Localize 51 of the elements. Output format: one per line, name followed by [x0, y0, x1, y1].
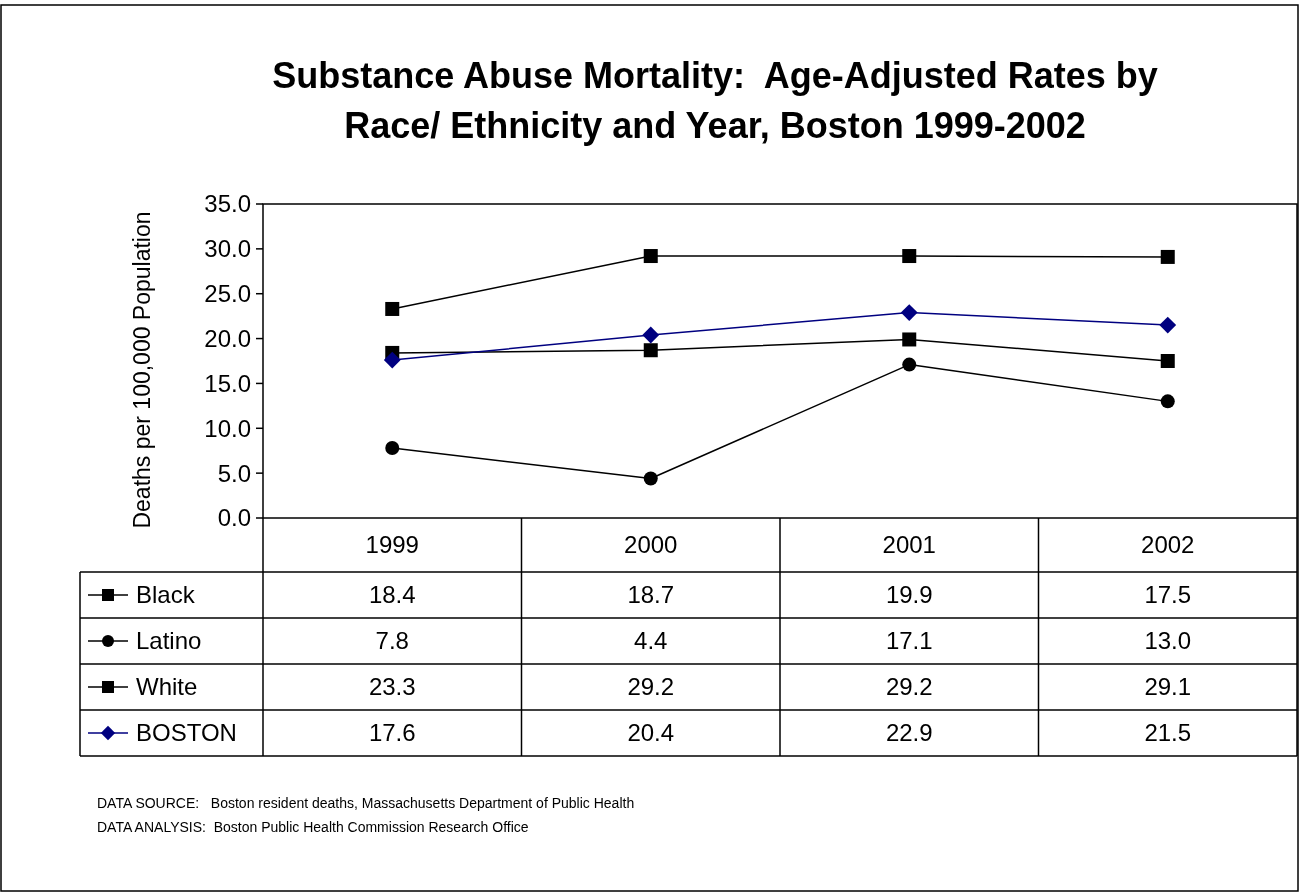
- data-label: 22.9: [885, 719, 933, 747]
- point: [900, 304, 918, 321]
- point: [385, 301, 400, 316]
- point: [643, 249, 658, 264]
- x-tick-label: 2000: [624, 531, 678, 559]
- source-note: DATA SOURCE: Boston resident deaths, Massachusetts Department of Public Health: [97, 795, 635, 811]
- legend-label: Black: [136, 581, 196, 609]
- point: [902, 332, 917, 347]
- point: [902, 357, 917, 372]
- data-label: 7.8: [375, 627, 409, 655]
- legend-label: Latino: [136, 627, 202, 655]
- data-label: 17.5: [1144, 581, 1192, 609]
- point: [383, 351, 401, 369]
- data-label: 21.5: [1144, 719, 1192, 747]
- y-tick-label: 10.0: [204, 414, 251, 442]
- point: [385, 441, 400, 456]
- y-tick-label: 20.0: [204, 324, 251, 352]
- data-label: 17.1: [885, 627, 933, 655]
- point: [643, 343, 658, 358]
- x-tick-label: 2002: [1141, 531, 1195, 559]
- point: [1160, 354, 1175, 368]
- text: DATA ANALYSIS: Boston Public Health Commission Research Office: [97, 819, 529, 835]
- data-label: 18.7: [627, 581, 675, 609]
- x-tick-label: 1999: [365, 531, 419, 559]
- point: [1159, 316, 1177, 334]
- point: [642, 326, 660, 344]
- data-label: 13.0: [1144, 627, 1192, 655]
- data-label: 20.4: [627, 719, 675, 747]
- data-label: 18.4: [368, 581, 416, 609]
- data-label: 29.2: [885, 673, 933, 701]
- x-tick-label: 2001: [882, 531, 936, 559]
- point: [643, 471, 658, 486]
- data-label: 23.3: [368, 673, 416, 701]
- legend-label: White: [136, 673, 198, 701]
- chart-title: Substance Abuse Mortality: Age-Adjusted Rates by Race/ Ethnicity and Year, Boston 1999-2002: [272, 55, 1158, 146]
- data-label: 29.1: [1144, 673, 1192, 701]
- data-label: 19.9: [885, 581, 933, 609]
- y-tick-label: 25.0: [204, 280, 251, 308]
- legend-label: BOSTON: [136, 719, 237, 747]
- y-tick-label: 5.0: [217, 459, 251, 487]
- y-tick-label: 30.0: [204, 235, 251, 263]
- data-label: 4.4: [634, 627, 668, 655]
- point: [1160, 394, 1175, 409]
- y-axis-title: Deaths per 100,000 Population: [129, 211, 155, 529]
- data-label: 29.2: [627, 673, 675, 701]
- data-label: 17.6: [368, 719, 416, 747]
- y-tick-label: 0.0: [217, 504, 251, 532]
- y-tick-label: 15.0: [204, 369, 251, 397]
- y-tick-label: 35.0: [204, 190, 251, 218]
- point: [1160, 249, 1175, 264]
- point: [902, 249, 917, 264]
